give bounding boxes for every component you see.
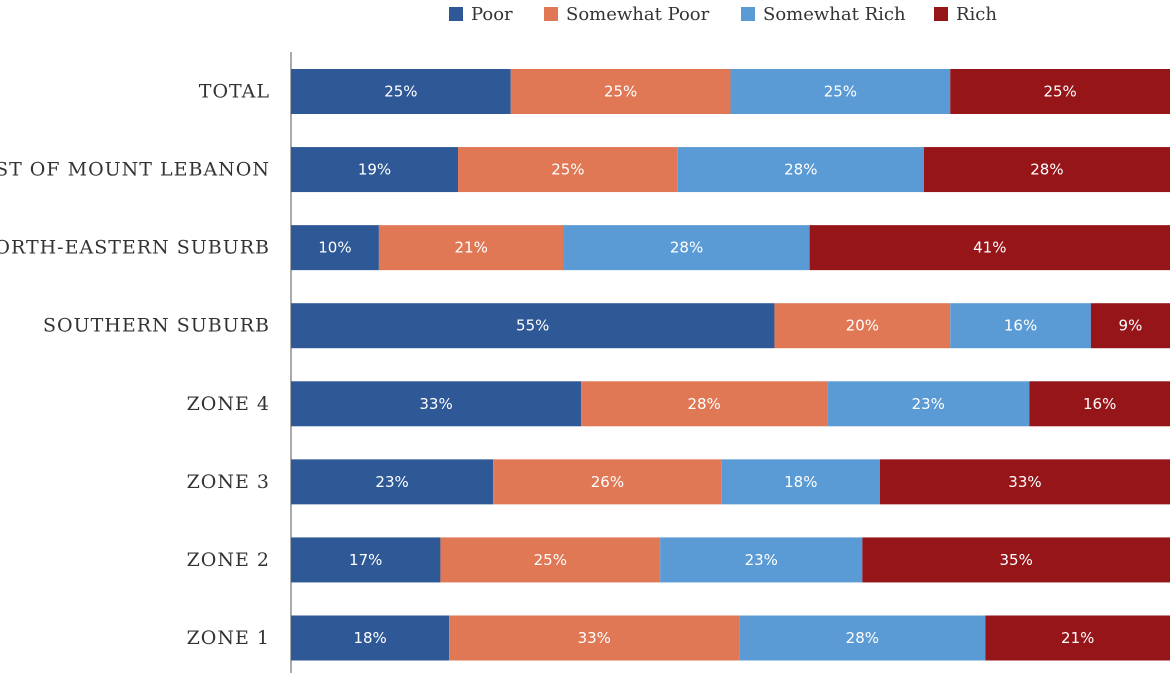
bar-segment-poor-rest-of-mount-lebanon [291,147,459,193]
category-label-rest-of-mount-lebanon: REST OF MOUNT LEBANON [0,159,270,181]
bar-segment-rich-north-eastern-suburb [809,225,1170,271]
data-label-rich-zone-4: 16% [1083,395,1116,413]
data-label-somewhat-rich-zone-4: 23% [912,395,945,413]
bar-segment-rich-southern-suburb [1090,303,1170,349]
data-label-rich-north-eastern-suburb: 41% [973,239,1006,257]
data-label-somewhat-rich-total: 25% [824,83,857,101]
category-label-total: TOTAL [199,81,270,103]
bar-segment-somewhat-rich-zone-2 [660,537,863,583]
category-label-zone-2: ZONE 2 [187,549,270,571]
legend-label-somewhat-rich: Somewhat Rich [763,4,906,25]
bar-segment-rich-zone-1 [985,615,1170,661]
category-axis: TOTAL REST OF MOUNT LEBANON NORTH-EASTERN … [0,81,270,649]
plot-area: 25% 25% 25% 25% 19% 25% 28% 28% 10% 21% 28% 41% 55% 2… [291,69,1170,661]
data-label-somewhat-poor-total: 25% [604,83,637,101]
legend-label-somewhat-poor: Somewhat Poor [566,4,710,25]
data-label-somewhat-rich-rest-of-mount-lebanon: 28% [784,161,817,179]
data-label-poor-total: 25% [384,83,417,101]
data-label-rich-zone-1: 21% [1061,629,1094,647]
legend-swatch-somewhat-rich [741,7,755,21]
category-label-zone-1: ZONE 1 [187,627,270,649]
bar-segment-somewhat-poor-zone-1 [449,615,740,661]
data-label-somewhat-rich-zone-2: 23% [745,551,778,569]
data-label-poor-southern-suburb: 55% [516,317,549,335]
data-label-rich-southern-suburb: 9% [1119,317,1143,335]
data-label-poor-zone-1: 18% [353,629,386,647]
bar-segment-poor-total [291,69,511,114]
legend-label-rich: Rich [956,4,997,25]
bar-segment-somewhat-poor-southern-suburb [774,303,951,349]
legend-swatch-rich [934,7,948,21]
bar-segment-poor-north-eastern-suburb [291,225,379,271]
data-label-rich-zone-2: 35% [1000,551,1033,569]
bar-segment-somewhat-rich-north-eastern-suburb [563,225,810,271]
bar-segment-somewhat-rich-zone-4 [827,381,1030,427]
bar-segment-somewhat-poor-total [510,69,731,114]
data-label-rich-rest-of-mount-lebanon: 28% [1030,161,1063,179]
data-label-somewhat-rich-north-eastern-suburb: 28% [670,239,703,257]
data-label-somewhat-rich-zone-3: 18% [784,473,817,491]
bar-segment-rich-rest-of-mount-lebanon [923,147,1170,193]
data-label-rich-zone-3: 33% [1008,473,1041,491]
legend-swatch-somewhat-poor [544,7,558,21]
bar-segment-rich-zone-3 [879,459,1170,505]
category-label-zone-3: ZONE 3 [187,471,270,493]
bar-segment-somewhat-poor-rest-of-mount-lebanon [458,147,678,193]
data-label-rich-total: 25% [1043,83,1076,101]
category-label-north-eastern-suburb: NORTH-EASTERN SUBURB [0,237,270,259]
category-label-zone-4: ZONE 4 [187,393,270,415]
bar-segment-rich-total [950,69,1170,114]
bar-segment-poor-zone-4 [291,381,582,427]
bar-segment-poor-southern-suburb [291,303,775,349]
data-label-poor-zone-2: 17% [349,551,382,569]
bar-segment-somewhat-rich-zone-1 [739,615,986,661]
bar-segment-rich-zone-2 [862,537,1170,583]
legend: Poor Somewhat Poor Somewhat Rich Rich [449,4,997,25]
bar-segment-somewhat-rich-southern-suburb [950,303,1091,349]
bar-segment-somewhat-poor-north-eastern-suburb [378,225,564,271]
bar-segment-somewhat-poor-zone-4 [581,381,828,427]
data-label-somewhat-poor-southern-suburb: 20% [846,317,879,335]
data-label-somewhat-poor-zone-2: 25% [534,551,567,569]
bar-segment-somewhat-rich-total [730,69,951,114]
bar-segment-somewhat-poor-zone-2 [440,537,661,583]
bar-segment-poor-zone-3 [291,459,494,505]
data-label-somewhat-poor-zone-1: 33% [578,629,611,647]
bar-segment-somewhat-rich-zone-3 [721,459,880,505]
data-label-somewhat-poor-zone-4: 28% [687,395,720,413]
bar-segment-somewhat-rich-rest-of-mount-lebanon [677,147,924,193]
legend-label-poor: Poor [471,4,513,25]
data-label-somewhat-poor-zone-3: 26% [591,473,624,491]
legend-swatch-poor [449,7,463,21]
data-label-somewhat-poor-north-eastern-suburb: 21% [455,239,488,257]
data-label-poor-north-eastern-suburb: 10% [318,239,351,257]
bar-segment-poor-zone-1 [291,615,450,661]
data-label-poor-rest-of-mount-lebanon: 19% [358,161,391,179]
bar-segment-rich-zone-4 [1029,381,1170,427]
data-label-somewhat-rich-zone-1: 28% [846,629,879,647]
category-label-southern-suburb: SOUTHERN SUBURB [43,315,270,337]
data-label-poor-zone-4: 33% [419,395,452,413]
data-label-poor-zone-3: 23% [375,473,408,491]
bar-segment-somewhat-poor-zone-3 [493,459,722,505]
bar-segment-poor-zone-2 [291,537,441,583]
data-label-somewhat-poor-rest-of-mount-lebanon: 25% [551,161,584,179]
data-label-somewhat-rich-southern-suburb: 16% [1004,317,1037,335]
